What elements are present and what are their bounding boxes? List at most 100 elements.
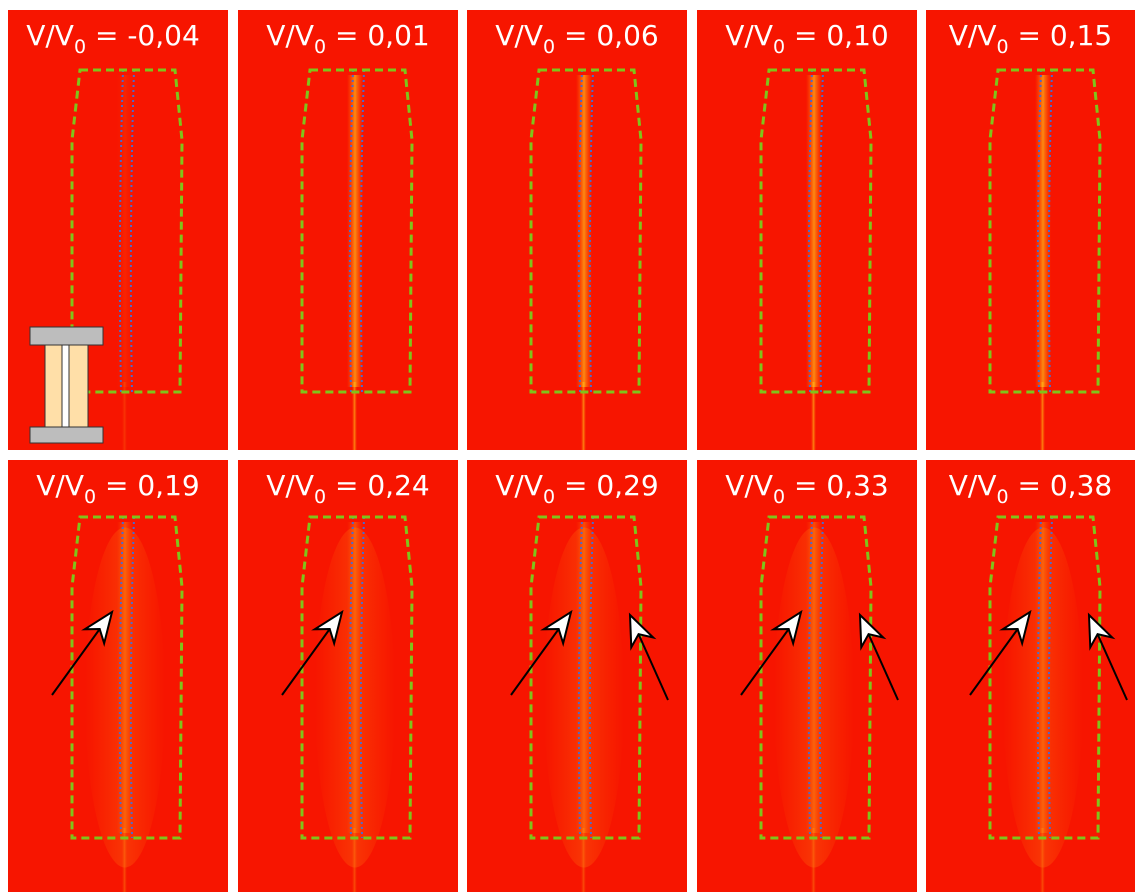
boundary-line <box>1036 516 1042 839</box>
boundary-line <box>359 516 365 839</box>
label-sub: 0 <box>773 486 785 508</box>
boundary-line <box>129 516 135 839</box>
boundary-line <box>588 69 594 393</box>
arrow-head <box>858 612 887 651</box>
boundary-line <box>588 516 594 839</box>
label-rest: = 0,10 <box>785 19 889 52</box>
fiber-line <box>1040 382 1045 450</box>
boundary-line <box>807 69 813 393</box>
arrow-head <box>1087 612 1116 651</box>
boundary-line <box>348 69 354 393</box>
label-sub: 0 <box>543 36 555 58</box>
label-main: V/V <box>36 469 84 502</box>
label-rest: = 0,24 <box>326 469 430 502</box>
label-main: V/V <box>26 19 74 52</box>
fiber-line <box>352 382 357 450</box>
label-main: V/V <box>725 19 773 52</box>
fiber-line <box>122 382 127 450</box>
boundary-line <box>818 516 824 839</box>
boundary-line <box>129 69 135 393</box>
label-sub: 0 <box>997 486 1009 508</box>
label-sub: 0 <box>84 486 96 508</box>
arrow-head <box>628 612 657 651</box>
label-sub: 0 <box>74 36 86 58</box>
arrow-head <box>311 609 344 648</box>
panel: V/V0 = 0,33 <box>697 460 917 892</box>
label-rest: = 0,33 <box>785 469 889 502</box>
label-rest: = 0,19 <box>96 469 200 502</box>
label-sub: 0 <box>997 36 1009 58</box>
streak <box>117 522 133 833</box>
boundary-line <box>118 69 124 393</box>
panel-label: V/V0 = 0,06 <box>495 19 658 58</box>
label-main: V/V <box>266 469 314 502</box>
arrow-head <box>999 609 1032 648</box>
label-main: V/V <box>949 469 997 502</box>
panel: V/V0 = -0,04 <box>8 10 228 450</box>
label-main: V/V <box>266 19 314 52</box>
arrow-head <box>540 609 573 648</box>
label-rest: = 0,15 <box>1009 19 1113 52</box>
label-main: V/V <box>495 19 543 52</box>
label-main: V/V <box>949 19 997 52</box>
panel: V/V0 = 0,29 <box>467 460 687 892</box>
panel-label: V/V0 = 0,33 <box>725 469 888 508</box>
boundary-line <box>807 516 813 839</box>
boundary-line <box>118 516 124 839</box>
panel: V/V0 = 0,38 <box>926 460 1135 892</box>
panel: V/V0 = 0,15 <box>926 10 1135 450</box>
label-rest: = 0,38 <box>1009 469 1113 502</box>
streak <box>347 522 363 833</box>
panel-label: V/V0 = 0,29 <box>495 469 658 508</box>
fiber-line <box>581 382 586 450</box>
region-outline <box>529 68 643 394</box>
region-outline <box>988 68 1102 394</box>
panel: V/V0 = 0,10 <box>697 10 917 450</box>
panel-label: V/V0 = 0,15 <box>949 19 1112 58</box>
label-main: V/V <box>495 469 543 502</box>
panel: V/V0 = 0,19 <box>8 460 228 892</box>
region-outline <box>759 515 873 840</box>
panel: V/V0 = 0,06 <box>467 10 687 450</box>
arrow-head <box>770 609 803 648</box>
label-rest: = 0,29 <box>555 469 659 502</box>
panel-label: V/V0 = 0,01 <box>266 19 429 58</box>
label-sub: 0 <box>773 36 785 58</box>
panel-label: V/V0 = -0,04 <box>26 19 200 58</box>
fiber-line <box>811 382 816 450</box>
boundary-line <box>1047 516 1053 839</box>
boundary-line <box>348 516 354 839</box>
streak <box>576 75 592 387</box>
region-outline <box>300 515 414 840</box>
boundary-line <box>1047 69 1053 393</box>
streak <box>117 75 133 387</box>
region-outline <box>759 68 873 394</box>
panel-label: V/V0 = 0,24 <box>266 469 429 508</box>
streak <box>806 75 822 387</box>
region-outline <box>529 515 643 840</box>
boundary-line <box>818 69 824 393</box>
boundary-line <box>577 69 583 393</box>
region-outline <box>70 515 184 840</box>
streak <box>806 522 822 833</box>
label-sub: 0 <box>543 486 555 508</box>
icon-gap <box>61 344 70 428</box>
boundary-line <box>359 69 365 393</box>
panel-label: V/V0 = 0,10 <box>725 19 888 58</box>
label-main: V/V <box>725 469 773 502</box>
region-outline <box>988 515 1102 840</box>
label-rest: = 0,06 <box>555 19 659 52</box>
region-outline <box>300 68 414 394</box>
icon-plate <box>29 326 104 346</box>
streak <box>576 522 592 833</box>
region-outline <box>70 68 184 394</box>
streak <box>1035 522 1051 833</box>
panel-label: V/V0 = 0,19 <box>36 469 199 508</box>
label-rest: = 0,01 <box>326 19 430 52</box>
panel: V/V0 = 0,01 <box>238 10 458 450</box>
arrow-head <box>81 609 114 648</box>
panel: V/V0 = 0,24 <box>238 460 458 892</box>
panel-label: V/V0 = 0,38 <box>949 469 1112 508</box>
panel-background <box>926 10 1135 450</box>
